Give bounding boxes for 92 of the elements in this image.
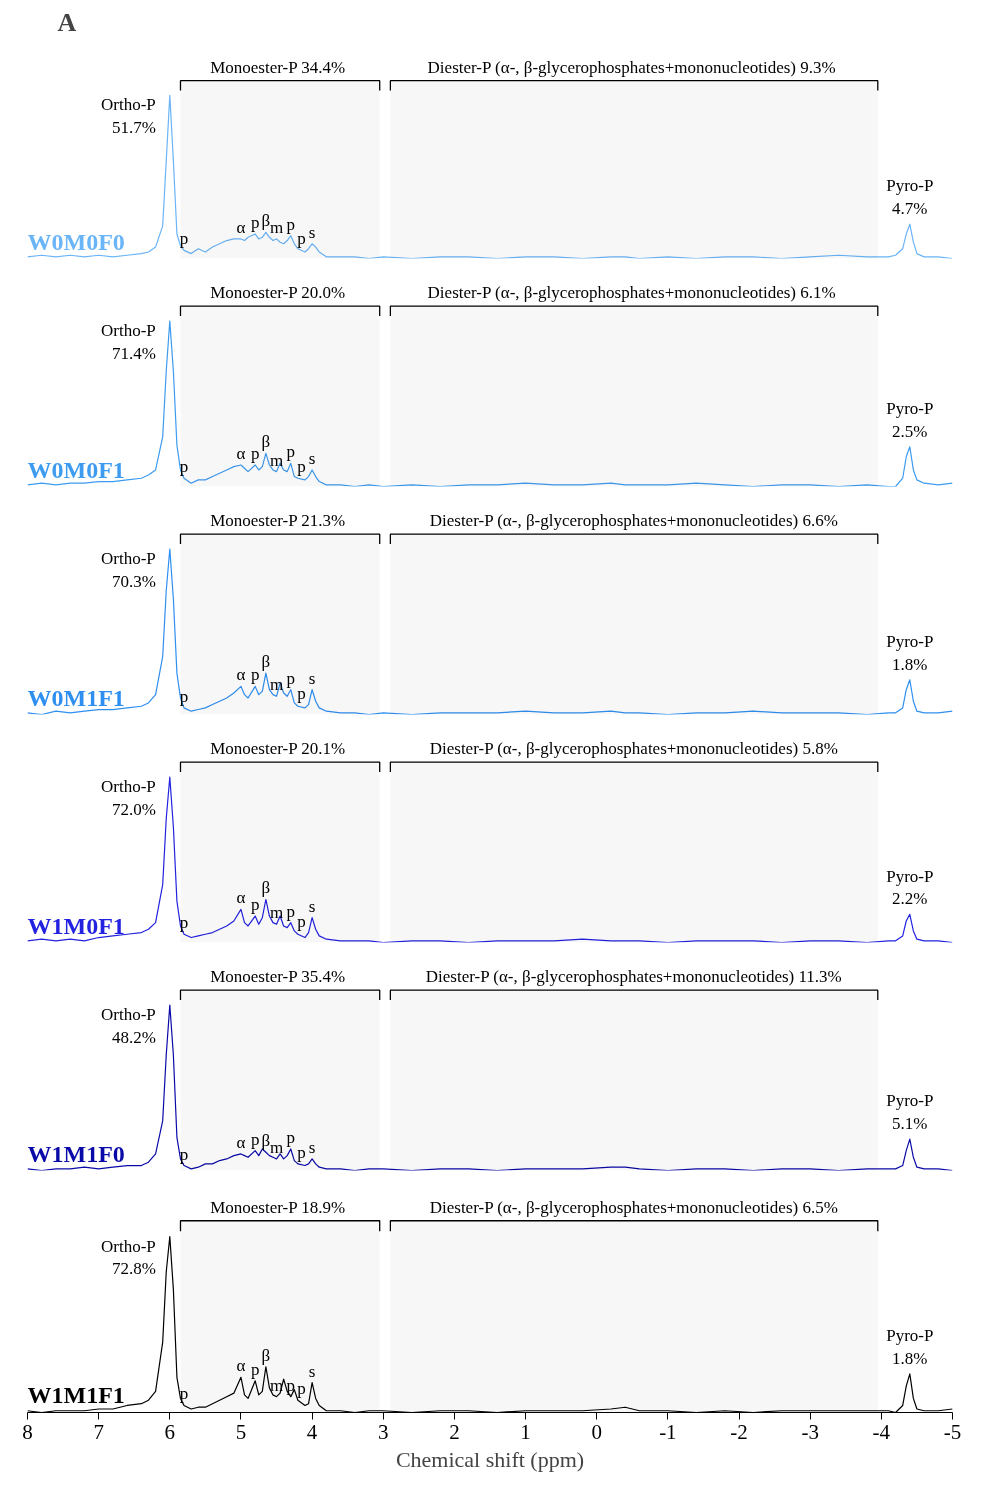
- annotation: Pyro-P 2.5%: [886, 399, 934, 441]
- annotation: p: [297, 683, 306, 703]
- x-axis-title: Chemical shift (ppm): [395, 1446, 585, 1472]
- annotation: α: [236, 1356, 246, 1376]
- annotation: Ortho-P 71.4%: [101, 321, 156, 363]
- annotation: Ortho-P 70.3%: [101, 549, 156, 591]
- band-label: Diester-P (α-, β-glycerophosphates+mononucleotides) 9.3%: [427, 57, 836, 77]
- x-tick-label: -3: [801, 1419, 819, 1444]
- band-label: Monoester-P 34.4%: [210, 57, 346, 77]
- band-label: Monoester-P 35.4%: [210, 967, 346, 987]
- annotation: Ortho-P 48.2%: [101, 1005, 156, 1047]
- annotation: Pyro-P 2.2%: [886, 866, 934, 909]
- annotation: Ortho-P 51.7%: [101, 95, 156, 138]
- annotation: α: [236, 665, 246, 685]
- x-tick-label: 4: [306, 1419, 318, 1444]
- annotation: p: [179, 1144, 189, 1164]
- annotation: α: [236, 217, 246, 237]
- annotation: m: [269, 1137, 284, 1157]
- annotation: Pyro-P 5.1%: [886, 1091, 934, 1134]
- x-tick-label: 7: [93, 1419, 104, 1444]
- annotation: m: [269, 450, 284, 470]
- annotation: Pyro-P 1.8%: [886, 1325, 934, 1368]
- band-label: Monoester-P 21.3%: [210, 511, 346, 531]
- annotation: p: [286, 442, 296, 462]
- series-label: W0M1F1: [27, 684, 125, 711]
- annotation: m: [269, 217, 284, 237]
- band-label: Diester-P (α-, β-glycerophosphates+mononucleotides) 6.6%: [429, 511, 838, 531]
- x-tick-label: 2: [449, 1419, 460, 1444]
- annotation: β: [261, 652, 271, 672]
- annotation: p: [297, 911, 306, 931]
- annotation: p: [250, 895, 260, 915]
- annotation: β: [261, 1131, 271, 1151]
- chart-title: A: [57, 7, 77, 37]
- band-label: Monoester-P 18.9%: [210, 1197, 346, 1217]
- series-label: W0M0F1: [27, 456, 125, 483]
- series-label: W1M0F1: [27, 912, 125, 939]
- annotation: Ortho-P 72.0%: [101, 777, 156, 819]
- annotation: p: [250, 213, 260, 233]
- series-label: W1M1F1: [27, 1381, 125, 1408]
- annotation: p: [297, 1142, 306, 1162]
- x-tick-label: 0: [591, 1419, 602, 1444]
- annotation: s: [308, 1137, 316, 1157]
- annotation: p: [286, 668, 296, 688]
- annotation: Pyro-P 1.8%: [886, 631, 934, 674]
- annotation: p: [250, 1359, 260, 1379]
- band-label: Diester-P (α-, β-glycerophosphates+mononucleotides) 6.1%: [427, 283, 836, 303]
- annotation: p: [179, 229, 189, 249]
- annotation: s: [308, 668, 316, 688]
- annotation: p: [286, 1128, 296, 1147]
- annotation: p: [250, 665, 260, 685]
- band-label: Diester-P (α-, β-glycerophosphates+mononucleotides) 11.3%: [425, 967, 842, 987]
- annotation: p: [179, 686, 189, 706]
- annotation: p: [297, 229, 306, 249]
- annotation: p: [297, 457, 306, 477]
- band-label: Monoester-P 20.0%: [210, 283, 346, 303]
- annotation: β: [261, 1345, 271, 1365]
- annotation: s: [308, 222, 316, 242]
- annotation: s: [308, 896, 316, 916]
- series-label: W0M0F0: [27, 229, 125, 256]
- annotation: p: [297, 1379, 306, 1399]
- annotation: p: [250, 444, 260, 463]
- annotation: α: [236, 444, 246, 463]
- annotation: p: [250, 1129, 260, 1149]
- x-tick-label: -5: [943, 1419, 962, 1444]
- annotation: β: [261, 211, 271, 231]
- band-label: Monoester-P 20.1%: [210, 739, 346, 759]
- x-tick-label: 5: [235, 1419, 247, 1444]
- annotation: Ortho-P 72.8%: [101, 1236, 156, 1279]
- annotation: s: [308, 448, 316, 468]
- x-tick-label: 8: [22, 1419, 33, 1444]
- annotation: s: [308, 1361, 316, 1381]
- annotation: β: [261, 878, 271, 898]
- annotation: m: [269, 903, 284, 923]
- annotation: m: [269, 675, 284, 695]
- annotation: p: [286, 214, 296, 234]
- annotation: β: [261, 432, 271, 452]
- band-label: Diester-P (α-, β-glycerophosphates+mononucleotides) 5.8%: [429, 739, 838, 759]
- annotation: p: [179, 913, 189, 933]
- annotation: Pyro-P 4.7%: [886, 176, 934, 219]
- x-tick-label: 6: [164, 1419, 176, 1444]
- annotation: p: [286, 901, 296, 921]
- annotation: p: [286, 1375, 296, 1395]
- band-label: Diester-P (α-, β-glycerophosphates+mononucleotides) 6.5%: [429, 1197, 838, 1217]
- annotation: α: [236, 888, 246, 908]
- x-tick-label: 1: [520, 1419, 531, 1444]
- x-tick-label: 3: [378, 1419, 389, 1444]
- series-label: W1M1F0: [27, 1140, 125, 1167]
- x-tick-label: -1: [659, 1419, 677, 1444]
- annotation: p: [179, 457, 189, 477]
- x-tick-label: -4: [872, 1419, 891, 1444]
- annotation: α: [236, 1132, 246, 1152]
- x-tick-label: -2: [730, 1419, 748, 1444]
